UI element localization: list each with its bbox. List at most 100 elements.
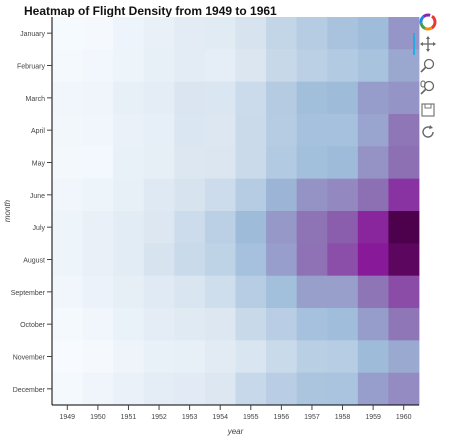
heatmap-cell[interactable] (235, 308, 267, 341)
heatmap-cell[interactable] (204, 243, 236, 277)
heatmap-cell[interactable] (52, 211, 83, 244)
heatmap-cell[interactable] (52, 308, 83, 341)
heatmap-cell[interactable] (357, 372, 389, 406)
heatmap-cell[interactable] (327, 243, 359, 277)
heatmap-cell[interactable] (174, 178, 206, 212)
heatmap-cell[interactable] (143, 81, 175, 115)
heatmap-cell[interactable] (113, 275, 145, 309)
bokeh-logo-icon[interactable] (417, 11, 439, 33)
heatmap-cell[interactable] (52, 243, 83, 277)
heatmap-cell[interactable] (327, 211, 359, 244)
heatmap-cell[interactable] (52, 372, 83, 406)
heatmap-cell[interactable] (296, 211, 328, 244)
heatmap-cell[interactable] (174, 146, 206, 180)
heatmap-cell[interactable] (113, 178, 145, 212)
heatmap-cell[interactable] (266, 372, 298, 406)
heatmap-cell[interactable] (235, 211, 267, 244)
heatmap-cell[interactable] (388, 146, 420, 180)
heatmap-cell[interactable] (357, 114, 389, 147)
heatmap-cell[interactable] (82, 275, 114, 309)
heatmap-cell[interactable] (266, 275, 298, 309)
heatmap-cell[interactable] (52, 49, 83, 83)
heatmap-cell[interactable] (174, 81, 206, 115)
heatmap-cell[interactable] (296, 372, 328, 406)
heatmap-cell[interactable] (52, 340, 83, 374)
heatmap-cell[interactable] (174, 49, 206, 83)
heatmap-cell[interactable] (235, 372, 267, 406)
heatmap-cell[interactable] (357, 340, 389, 374)
heatmap-cell[interactable] (327, 275, 359, 309)
heatmap-cell[interactable] (357, 17, 389, 50)
heatmap-cell[interactable] (266, 243, 298, 277)
heatmap-cell[interactable] (266, 17, 298, 50)
heatmap-cell[interactable] (327, 372, 359, 406)
heatmap-cell[interactable] (204, 340, 236, 374)
heatmap-cell[interactable] (235, 146, 267, 180)
heatmap-cell[interactable] (113, 81, 145, 115)
heatmap-cell[interactable] (204, 178, 236, 212)
heatmap-cell[interactable] (327, 17, 359, 50)
heatmap-cell[interactable] (143, 211, 175, 244)
heatmap-cell[interactable] (82, 308, 114, 341)
heatmap-cell[interactable] (143, 114, 175, 147)
heatmap-cell[interactable] (357, 243, 389, 277)
heatmap-cell[interactable] (143, 49, 175, 83)
heatmap-cell[interactable] (357, 211, 389, 244)
heatmap-cell[interactable] (235, 114, 267, 147)
heatmap-cell[interactable] (204, 308, 236, 341)
heatmap-cell[interactable] (327, 178, 359, 212)
heatmap-cell[interactable] (266, 146, 298, 180)
reset-icon[interactable] (417, 121, 439, 143)
heatmap-cell[interactable] (388, 340, 420, 374)
heatmap-cell[interactable] (52, 146, 83, 180)
heatmap-cell[interactable] (266, 49, 298, 83)
heatmap-cell[interactable] (266, 340, 298, 374)
save-icon[interactable] (417, 99, 439, 121)
heatmap-cell[interactable] (296, 178, 328, 212)
heatmap-cell[interactable] (235, 178, 267, 212)
heatmap-cell[interactable] (82, 372, 114, 406)
heatmap-cell[interactable] (82, 178, 114, 212)
heatmap-cell[interactable] (296, 17, 328, 50)
heatmap-cell[interactable] (296, 114, 328, 147)
heatmap-cell[interactable] (143, 308, 175, 341)
heatmap-cell[interactable] (235, 275, 267, 309)
heatmap-cell[interactable] (113, 308, 145, 341)
heatmap-cell[interactable] (266, 178, 298, 212)
heatmap-cell[interactable] (143, 340, 175, 374)
heatmap-cell[interactable] (204, 17, 236, 50)
heatmap-cell[interactable] (113, 340, 145, 374)
heatmap-cell[interactable] (327, 340, 359, 374)
heatmap-cell[interactable] (235, 17, 267, 50)
heatmap-cell[interactable] (143, 275, 175, 309)
heatmap-cell[interactable] (204, 211, 236, 244)
heatmap-cell[interactable] (327, 146, 359, 180)
heatmap-cell[interactable] (82, 17, 114, 50)
heatmap-cell[interactable] (82, 243, 114, 277)
heatmap-cell[interactable] (143, 146, 175, 180)
heatmap-cell[interactable] (82, 211, 114, 244)
heatmap-cell[interactable] (357, 275, 389, 309)
heatmap-cell[interactable] (296, 146, 328, 180)
heatmap-cell[interactable] (174, 114, 206, 147)
heatmap-cell[interactable] (357, 49, 389, 83)
heatmap-cell[interactable] (327, 114, 359, 147)
heatmap-cell[interactable] (52, 17, 83, 50)
heatmap-cell[interactable] (235, 340, 267, 374)
heatmap-cell[interactable] (235, 49, 267, 83)
heatmap-cell[interactable] (52, 275, 83, 309)
heatmap-cell[interactable] (174, 275, 206, 309)
heatmap-cell[interactable] (357, 308, 389, 341)
heatmap-cell[interactable] (388, 114, 420, 147)
heatmap-cell[interactable] (174, 243, 206, 277)
heatmap-cell[interactable] (296, 308, 328, 341)
heatmap-cell[interactable] (113, 372, 145, 406)
heatmap-cell[interactable] (82, 340, 114, 374)
heatmap-cell[interactable] (204, 146, 236, 180)
heatmap-cell[interactable] (143, 372, 175, 406)
heatmap-cell[interactable] (52, 81, 83, 115)
heatmap-cell[interactable] (296, 81, 328, 115)
heatmap-cell[interactable] (235, 81, 267, 115)
heatmap-cell[interactable] (113, 243, 145, 277)
